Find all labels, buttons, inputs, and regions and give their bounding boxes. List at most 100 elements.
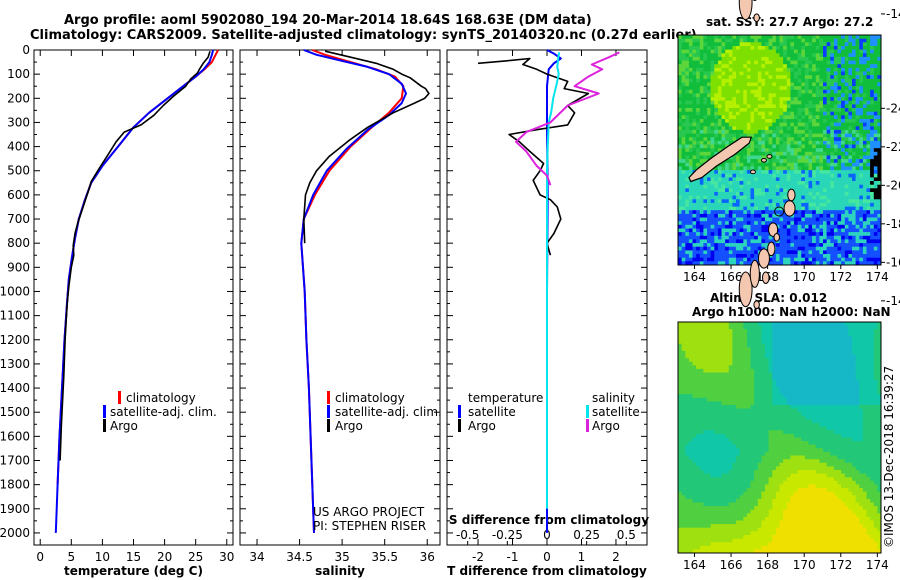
map-cell (804, 111, 809, 116)
map-cell (699, 250, 704, 255)
map-cell (707, 232, 711, 237)
map-cell (710, 56, 715, 61)
map-cell (768, 332, 773, 337)
map-cell (750, 133, 755, 138)
map-cell (804, 177, 809, 182)
map-cell (710, 184, 715, 189)
map-cell (815, 332, 820, 337)
map-cell (797, 213, 802, 218)
map-cell (779, 111, 784, 116)
map-cell (844, 155, 849, 160)
map-cell (801, 372, 806, 377)
map-cell (775, 148, 780, 153)
y-tick-label: 1300 (0, 357, 30, 371)
map-cell (692, 347, 697, 352)
map-cell (844, 343, 849, 348)
map-cell (826, 104, 831, 109)
map-cell (728, 162, 733, 167)
map-cell (743, 89, 748, 94)
map-cell (678, 97, 682, 102)
map-cell (699, 257, 704, 262)
map-cell (739, 347, 744, 352)
map-cell (714, 199, 719, 204)
map-cell (692, 119, 697, 124)
map-cell (794, 372, 798, 377)
map-cell (703, 202, 708, 207)
map-cell (710, 322, 715, 326)
map-cell (703, 336, 708, 341)
map-cell (739, 383, 744, 388)
map-cell (786, 162, 791, 167)
map-cell (688, 224, 693, 229)
map-cell (804, 217, 809, 222)
map-cell (852, 329, 856, 334)
map-cell (714, 108, 719, 113)
map-cell (794, 115, 798, 120)
map-cell (736, 224, 740, 229)
map-cell (699, 365, 704, 370)
map-cell (815, 56, 820, 61)
map-cell (815, 347, 820, 352)
map-cell (765, 181, 769, 186)
map-cell (873, 246, 878, 251)
map-cell (754, 104, 759, 109)
map-cell (841, 67, 846, 72)
map-cell (844, 53, 849, 58)
map-cell (844, 332, 849, 337)
map-cell (688, 232, 693, 237)
legend-header-temperature: temperature (468, 391, 543, 405)
map-cell (877, 155, 882, 160)
map-cell (725, 35, 730, 40)
map-cell (786, 89, 791, 94)
map-cell (696, 126, 701, 131)
map-cell (779, 343, 784, 348)
map-cell (736, 361, 740, 366)
map-cell (707, 387, 711, 391)
map-cell (688, 261, 693, 266)
map-cell (681, 254, 686, 259)
map-cell (736, 322, 740, 326)
map-cell (681, 246, 686, 251)
map-cell (873, 224, 878, 229)
map-cell (736, 173, 740, 178)
map-cell (804, 100, 809, 105)
map-cell (681, 372, 686, 377)
map-cell (754, 243, 759, 248)
map-cell (783, 137, 788, 142)
map-cell (710, 340, 715, 344)
map-cell (750, 104, 755, 109)
map-cell (725, 173, 730, 178)
map-cell (819, 108, 824, 113)
map-cell (801, 170, 806, 175)
map-cell (790, 162, 795, 167)
map-cell (761, 119, 766, 124)
map-cell (852, 199, 856, 204)
map-cell (736, 82, 740, 87)
map-cell (685, 250, 690, 255)
map-cell (855, 67, 860, 72)
map-cell (772, 93, 777, 98)
map-cell (797, 129, 802, 134)
map-cell (743, 254, 748, 259)
map-cell (750, 243, 755, 248)
map-cell (707, 246, 711, 251)
map-cell (837, 115, 842, 120)
map-cell (797, 202, 802, 207)
map-cell (721, 53, 726, 58)
map-cell (848, 347, 853, 352)
map-cell (714, 347, 719, 352)
map-cell (844, 78, 849, 83)
map-cell (852, 38, 856, 43)
map-cell (696, 56, 701, 61)
map-cell (841, 206, 846, 211)
map-cell (801, 257, 806, 262)
map-cell (866, 64, 871, 69)
map-cell (754, 173, 759, 178)
map-cell (783, 38, 788, 43)
map-cell (812, 162, 817, 167)
map-cell (844, 235, 849, 240)
map-cell (823, 177, 827, 182)
map-cell (725, 195, 730, 200)
map-cell (797, 250, 802, 255)
map-cell (703, 232, 708, 237)
